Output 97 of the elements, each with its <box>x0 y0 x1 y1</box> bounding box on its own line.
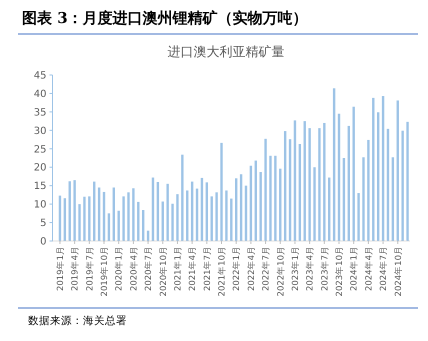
x-tick-label: 2019年1月 <box>54 246 66 292</box>
bar <box>240 174 242 241</box>
bar <box>254 160 257 241</box>
bar <box>142 210 144 241</box>
bar <box>235 178 238 241</box>
bar <box>264 138 267 241</box>
bar <box>181 154 184 241</box>
bar <box>122 196 125 241</box>
bar <box>352 106 355 241</box>
bar <box>288 139 292 241</box>
x-tick-label: 2023年10月 <box>334 246 346 296</box>
x-tick-label: 2024年1月 <box>348 246 360 292</box>
x-tick-label: 2021年7月 <box>202 246 213 292</box>
bar <box>279 168 282 241</box>
x-tick-label: 2019年10月 <box>99 246 110 296</box>
bar <box>98 188 100 241</box>
bar <box>298 144 302 241</box>
y-tick-label: 20 <box>34 162 46 174</box>
y-tick-label: 15 <box>34 181 46 192</box>
bar <box>259 172 262 241</box>
bar <box>112 188 115 241</box>
y-tick-label: 25 <box>34 144 46 156</box>
x-tick-label: 2023年4月 <box>304 246 316 292</box>
bar <box>190 182 194 241</box>
x-tick-label: 2019年7月 <box>84 246 96 292</box>
bar <box>225 190 228 241</box>
bar <box>58 196 62 241</box>
x-tick-label: 2022年7月 <box>260 246 272 292</box>
bar <box>357 193 360 241</box>
y-tick-label: 35 <box>34 107 46 118</box>
x-tick-label: 2022年1月 <box>231 246 242 292</box>
bar <box>156 182 160 241</box>
x-tick-label: 2021年10月 <box>216 246 228 296</box>
bar <box>318 128 321 241</box>
bar <box>93 182 96 241</box>
bar <box>323 122 326 241</box>
bar <box>294 120 296 241</box>
x-tick-label: 2024年4月 <box>363 246 374 292</box>
bar <box>137 202 140 241</box>
bar <box>348 126 350 241</box>
bar <box>186 190 188 241</box>
bar <box>83 196 86 241</box>
x-tick-label: 2023年1月 <box>290 246 301 292</box>
bar <box>73 180 76 241</box>
x-tick-label: 2022年4月 <box>246 246 257 292</box>
bar <box>284 131 286 241</box>
bar <box>68 181 71 241</box>
x-tick-label: 2019年4月 <box>70 246 81 292</box>
bar <box>215 192 218 241</box>
bar <box>274 156 277 241</box>
bar <box>332 88 336 241</box>
y-tick-label: 30 <box>34 126 46 137</box>
y-tick-label: 10 <box>34 200 46 211</box>
bar <box>342 158 346 241</box>
y-tick-label: 0 <box>40 236 46 248</box>
bar <box>166 184 169 241</box>
y-tick-label: 45 <box>34 70 46 82</box>
bar <box>162 202 164 241</box>
x-tick-label: 2024年10月 <box>392 246 404 296</box>
bar <box>210 196 213 241</box>
bar <box>118 210 120 241</box>
x-tick-label: 2022年10月 <box>275 246 286 296</box>
x-tick-label: 2020年1月 <box>114 246 125 292</box>
bar <box>308 128 311 241</box>
y-tick-label: 5 <box>40 218 46 230</box>
source-note: 数据来源：海关总署 <box>28 314 127 327</box>
x-tick-label: 2023年7月 <box>319 246 330 292</box>
x-tick-label: 2024年7月 <box>378 246 390 292</box>
bar <box>401 130 404 241</box>
bar <box>64 198 66 241</box>
bar <box>146 230 150 241</box>
x-tick-label: 2020年4月 <box>128 246 140 292</box>
bar <box>171 204 174 241</box>
x-tick-label: 2021年1月 <box>172 246 184 292</box>
chart-subtitle: 进口澳大利亚精矿量 <box>168 45 284 60</box>
chart-title: 图表 3：月度进口澳州锂精矿（实物万吨） <box>22 9 308 27</box>
x-tick-label: 2020年7月 <box>143 246 154 292</box>
y-tick-label: 40 <box>34 88 46 100</box>
x-tick-label: 2021年4月 <box>187 246 198 292</box>
bar <box>250 166 252 241</box>
bar <box>132 188 135 241</box>
bar <box>376 112 380 241</box>
x-tick-label: 2020年10月 <box>158 246 169 296</box>
bar <box>230 198 232 241</box>
bar <box>372 98 374 241</box>
bar <box>88 196 91 241</box>
bar <box>206 182 208 241</box>
bar <box>304 121 306 241</box>
bar <box>396 100 399 241</box>
bar <box>328 178 330 241</box>
bar <box>392 157 394 241</box>
bar <box>382 96 384 241</box>
bar <box>200 178 204 241</box>
bar <box>108 213 110 241</box>
bar <box>406 122 409 241</box>
bar <box>176 194 179 241</box>
bar <box>367 140 370 241</box>
